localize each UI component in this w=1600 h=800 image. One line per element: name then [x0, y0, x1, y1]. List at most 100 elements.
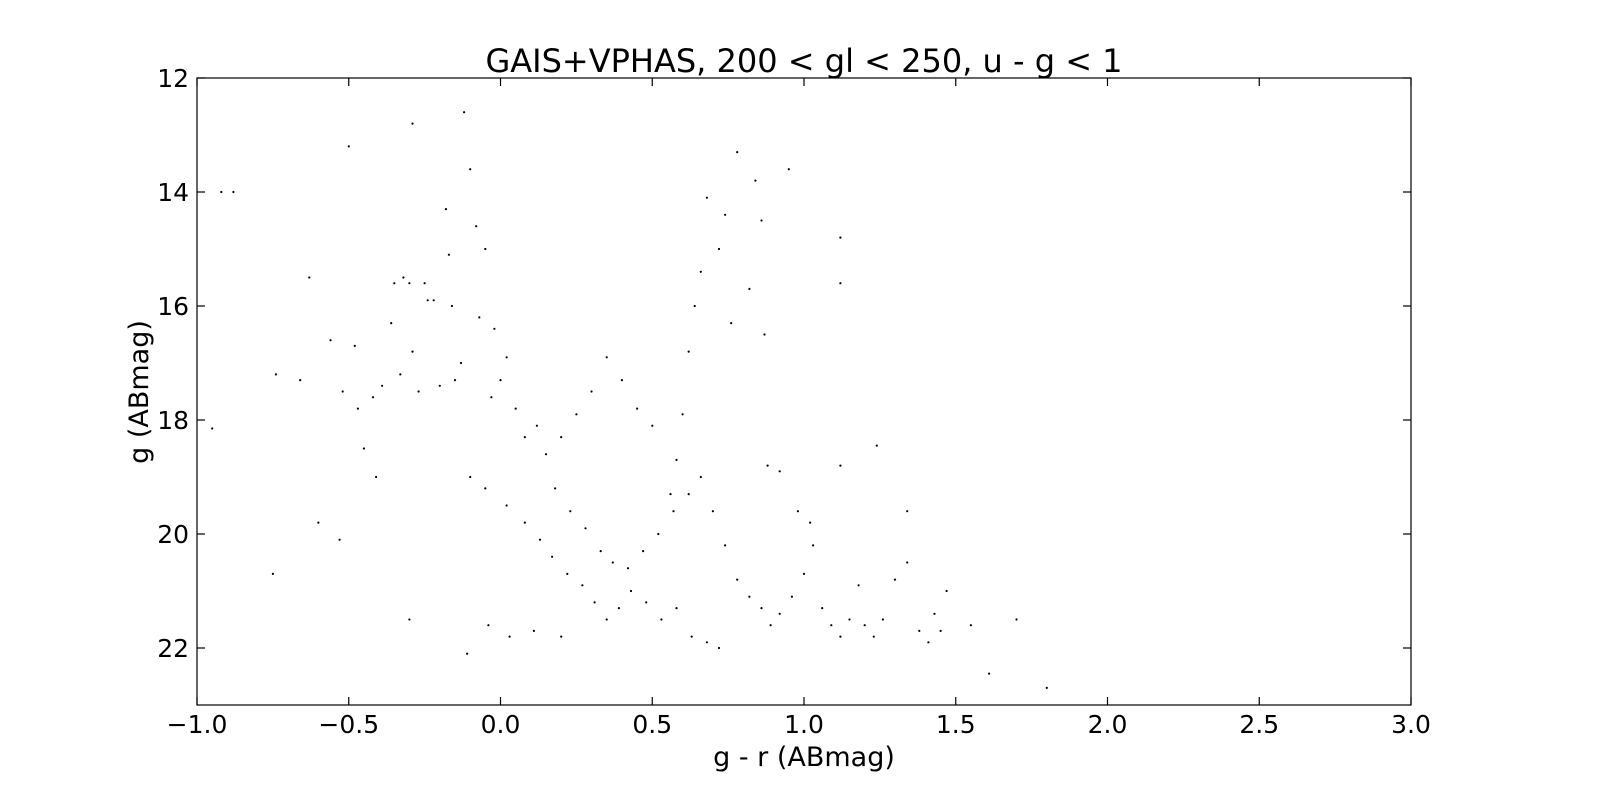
point-60	[642, 550, 645, 553]
point-33	[453, 379, 457, 382]
point-37	[475, 225, 478, 228]
point-49	[484, 487, 487, 490]
point-50	[505, 504, 508, 507]
point-38	[478, 316, 481, 319]
point-71	[778, 612, 781, 615]
point-132	[645, 601, 648, 604]
point-5	[299, 379, 302, 382]
point-17	[381, 384, 384, 387]
point-118	[669, 493, 672, 496]
point-40	[490, 396, 493, 399]
point-9	[338, 538, 341, 541]
point-27	[426, 299, 429, 302]
point-26	[423, 282, 426, 285]
point-138	[466, 652, 469, 655]
point-23	[411, 122, 414, 125]
y-axis-label: g (ABmag)	[124, 320, 155, 464]
point-134	[675, 607, 678, 610]
x-tick-label-5: 1.5	[936, 710, 976, 739]
point-131	[629, 589, 633, 593]
point-139	[487, 624, 490, 627]
point-101	[787, 168, 790, 171]
point-76	[830, 624, 833, 627]
point-34	[459, 361, 463, 365]
point-21	[402, 276, 405, 279]
point-68	[748, 595, 751, 598]
point-82	[881, 618, 885, 621]
point-35	[463, 111, 466, 114]
point-117	[675, 458, 678, 461]
point-100	[906, 510, 909, 513]
point-121	[620, 379, 624, 382]
point-104	[763, 333, 766, 336]
point-119	[651, 424, 654, 427]
point-96	[796, 510, 800, 513]
point-123	[590, 390, 593, 393]
point-126	[554, 487, 557, 490]
point-108	[760, 219, 763, 222]
y-tick-label-2: 16	[157, 292, 189, 321]
point-58	[617, 607, 621, 610]
point-92	[1015, 618, 1018, 621]
x-tick-label-8: 3.0	[1391, 710, 1431, 739]
point-136	[705, 641, 709, 644]
y-tick-label-1: 14	[157, 178, 189, 207]
point-45	[523, 436, 526, 439]
point-86	[927, 641, 930, 644]
point-94	[766, 464, 769, 467]
x-tick-label-3: 0.5	[632, 710, 672, 739]
point-81	[872, 635, 875, 638]
plot-frame	[196, 77, 1412, 706]
point-143	[408, 618, 411, 621]
point-72	[790, 595, 794, 598]
x-tick-label-6: 2.0	[1088, 710, 1128, 739]
point-89	[945, 589, 948, 593]
point-4	[271, 572, 274, 576]
data-points	[211, 111, 1048, 690]
point-2	[211, 427, 214, 430]
point-133	[660, 618, 663, 621]
point-53	[551, 555, 554, 558]
point-77	[839, 635, 842, 638]
x-tick-label-2: 0.0	[481, 710, 521, 739]
point-88	[939, 629, 942, 633]
point-63	[687, 493, 690, 496]
point-28	[432, 299, 435, 302]
point-129	[599, 550, 602, 553]
point-124	[575, 413, 578, 416]
y-tick-label-5: 22	[157, 634, 189, 663]
point-6	[308, 276, 311, 279]
point-120	[636, 407, 639, 410]
point-67	[736, 578, 739, 581]
point-74	[812, 544, 815, 547]
point-8	[329, 339, 332, 342]
point-80	[863, 624, 866, 627]
point-91	[988, 672, 991, 675]
point-127	[569, 510, 572, 513]
axis-ticks: −1.0 −0.5 0.0 0.5 1.0 1.5 2.0 2.5 3.0 12 14 16 18 20 2…	[157, 64, 1431, 739]
point-105	[748, 287, 751, 290]
point-137	[717, 646, 721, 650]
point-48	[469, 475, 472, 479]
x-axis-label: g - r (ABmag)	[713, 742, 895, 773]
point-15	[371, 396, 375, 399]
point-73	[802, 572, 806, 576]
point-51	[523, 521, 526, 524]
x-tick-label-1: −0.5	[318, 710, 379, 739]
point-32	[450, 304, 453, 308]
point-1	[232, 190, 235, 194]
point-116	[681, 413, 684, 416]
point-31	[447, 253, 450, 256]
point-102	[839, 236, 842, 239]
point-83	[893, 578, 897, 581]
point-128	[584, 527, 587, 530]
point-66	[724, 544, 727, 547]
point-43	[505, 356, 508, 359]
point-90	[969, 624, 973, 627]
point-130	[611, 561, 614, 564]
point-111	[724, 213, 727, 216]
point-22	[408, 282, 411, 285]
point-7	[317, 521, 320, 524]
point-75	[821, 607, 824, 610]
